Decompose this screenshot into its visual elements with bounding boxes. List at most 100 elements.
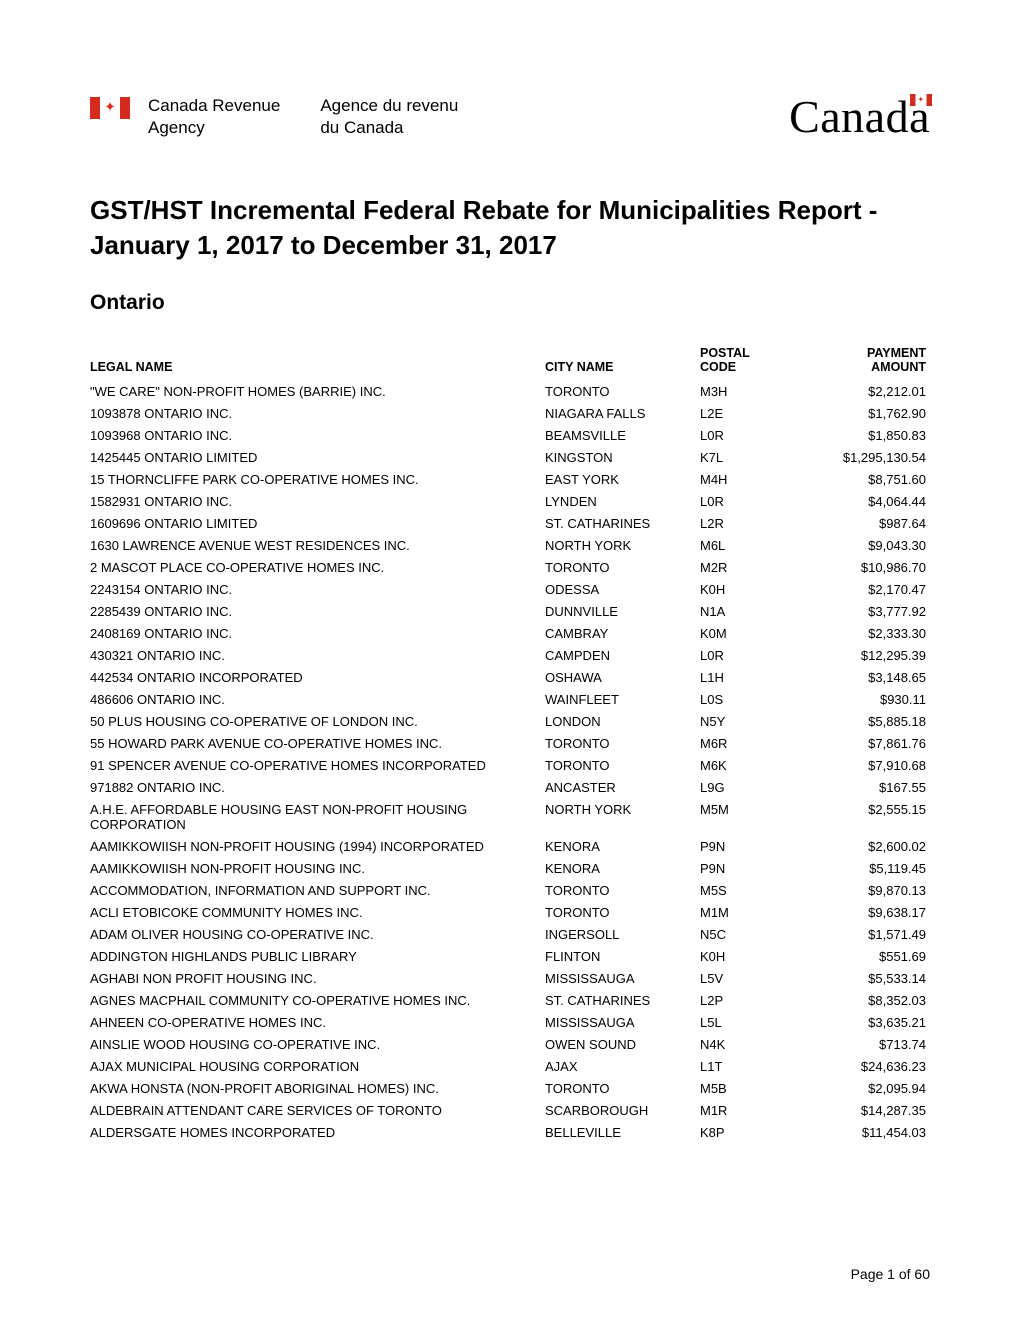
cell-amount: $4,064.44 — [810, 490, 930, 512]
table-row: 1425445 ONTARIO LIMITEDKINGSTONK7L$1,295… — [90, 446, 930, 468]
cell-postal: M4H — [700, 468, 810, 490]
table-row: AINSLIE WOOD HOUSING CO-OPERATIVE INC.OW… — [90, 1033, 930, 1055]
table-row: ACCOMMODATION, INFORMATION AND SUPPORT I… — [90, 879, 930, 901]
col-postal-line2: CODE — [700, 360, 736, 374]
cell-amount: $9,638.17 — [810, 901, 930, 923]
cell-legal-name: 430321 ONTARIO INC. — [90, 644, 545, 666]
cell-legal-name: AKWA HONSTA (NON-PROFIT ABORIGINAL HOMES… — [90, 1077, 545, 1099]
header: Canada Revenue Agency Agence du revenu d… — [90, 90, 930, 143]
table-row: 91 SPENCER AVENUE CO-OPERATIVE HOMES INC… — [90, 754, 930, 776]
table-row: AAMIKKOWIISH NON-PROFIT HOUSING INC.KENO… — [90, 857, 930, 879]
col-amount-line2: AMOUNT — [871, 360, 926, 374]
table-row: 486606 ONTARIO INC.WAINFLEETL0S$930.11 — [90, 688, 930, 710]
cell-city: KENORA — [545, 835, 700, 857]
cell-amount: $14,287.35 — [810, 1099, 930, 1121]
cell-postal: L9G — [700, 776, 810, 798]
cell-city: WAINFLEET — [545, 688, 700, 710]
cell-amount: $8,751.60 — [810, 468, 930, 490]
cell-postal: M5S — [700, 879, 810, 901]
table-row: 2 MASCOT PLACE CO-OPERATIVE HOMES INC.TO… — [90, 556, 930, 578]
cell-amount: $5,885.18 — [810, 710, 930, 732]
cell-postal: M5B — [700, 1077, 810, 1099]
cell-amount: $2,555.15 — [810, 798, 930, 835]
table-row: 2243154 ONTARIO INC.ODESSAK0H$2,170.47 — [90, 578, 930, 600]
agency-en-line1: Canada Revenue — [148, 95, 280, 116]
cell-postal: L0R — [700, 490, 810, 512]
cell-legal-name: ADAM OLIVER HOUSING CO-OPERATIVE INC. — [90, 923, 545, 945]
cell-legal-name: ALDERSGATE HOMES INCORPORATED — [90, 1121, 545, 1143]
table-row: 15 THORNCLIFFE PARK CO-OPERATIVE HOMES I… — [90, 468, 930, 490]
agency-signature: Canada Revenue Agency Agence du revenu d… — [90, 95, 458, 138]
cell-postal: L0R — [700, 424, 810, 446]
canada-wordmark: Canada — [789, 90, 930, 143]
wordmark-text: Canada — [789, 91, 930, 142]
cell-city: NORTH YORK — [545, 534, 700, 556]
table-row: AHNEEN CO-OPERATIVE HOMES INC.MISSISSAUG… — [90, 1011, 930, 1033]
cell-city: NIAGARA FALLS — [545, 402, 700, 424]
table-row: 1093878 ONTARIO INC.NIAGARA FALLSL2E$1,7… — [90, 402, 930, 424]
cell-postal: M6K — [700, 754, 810, 776]
col-legal-name: LEGAL NAME — [90, 343, 545, 380]
cell-city: LONDON — [545, 710, 700, 732]
cell-city: TORONTO — [545, 1077, 700, 1099]
col-amount-line1: PAYMENT — [867, 346, 926, 360]
table-row: AGNES MACPHAIL COMMUNITY CO-OPERATIVE HO… — [90, 989, 930, 1011]
cell-postal: L5L — [700, 1011, 810, 1033]
cell-amount: $24,636.23 — [810, 1055, 930, 1077]
cell-amount: $3,148.65 — [810, 666, 930, 688]
cell-postal: M6L — [700, 534, 810, 556]
cell-city: MISSISSAUGA — [545, 967, 700, 989]
cell-amount: $12,295.39 — [810, 644, 930, 666]
cell-postal: L1H — [700, 666, 810, 688]
col-city-name: CITY NAME — [545, 343, 700, 380]
table-row: 1582931 ONTARIO INC.LYNDENL0R$4,064.44 — [90, 490, 930, 512]
col-postal-line1: POSTAL — [700, 346, 750, 360]
cell-postal: K0M — [700, 622, 810, 644]
cell-city: ST. CATHARINES — [545, 512, 700, 534]
cell-legal-name: 55 HOWARD PARK AVENUE CO-OPERATIVE HOMES… — [90, 732, 545, 754]
cell-postal: M2R — [700, 556, 810, 578]
cell-postal: N1A — [700, 600, 810, 622]
table-row: A.H.E. AFFORDABLE HOUSING EAST NON-PROFI… — [90, 798, 930, 835]
cell-legal-name: 2408169 ONTARIO INC. — [90, 622, 545, 644]
cell-city: TORONTO — [545, 879, 700, 901]
agency-fr-line1: Agence du revenu — [320, 95, 458, 116]
table-row: ADDINGTON HIGHLANDS PUBLIC LIBRARYFLINTO… — [90, 945, 930, 967]
cell-city: OSHAWA — [545, 666, 700, 688]
cell-city: NORTH YORK — [545, 798, 700, 835]
cell-amount: $1,295,130.54 — [810, 446, 930, 468]
cell-amount: $2,600.02 — [810, 835, 930, 857]
table-header-row: LEGAL NAME CITY NAME POSTAL CODE PAYMENT… — [90, 343, 930, 380]
cell-city: TORONTO — [545, 556, 700, 578]
cell-postal: K0H — [700, 578, 810, 600]
table-row: AAMIKKOWIISH NON-PROFIT HOUSING (1994) I… — [90, 835, 930, 857]
cell-postal: K0H — [700, 945, 810, 967]
agency-en-line2: Agency — [148, 117, 280, 138]
rebate-table: LEGAL NAME CITY NAME POSTAL CODE PAYMENT… — [90, 343, 930, 1143]
col-amount: PAYMENT AMOUNT — [810, 343, 930, 380]
cell-city: BEAMSVILLE — [545, 424, 700, 446]
agency-english: Canada Revenue Agency — [148, 95, 280, 138]
cell-city: KINGSTON — [545, 446, 700, 468]
table-row: AGHABI NON PROFIT HOUSING INC.MISSISSAUG… — [90, 967, 930, 989]
cell-amount: $9,870.13 — [810, 879, 930, 901]
cell-legal-name: 2243154 ONTARIO INC. — [90, 578, 545, 600]
cell-city: LYNDEN — [545, 490, 700, 512]
cell-legal-name: 1630 LAWRENCE AVENUE WEST RESIDENCES INC… — [90, 534, 545, 556]
cell-amount: $1,571.49 — [810, 923, 930, 945]
agency-fr-line2: du Canada — [320, 117, 458, 138]
table-row: 50 PLUS HOUSING CO-OPERATIVE OF LONDON I… — [90, 710, 930, 732]
cell-city: TORONTO — [545, 380, 700, 402]
cell-legal-name: AGNES MACPHAIL COMMUNITY CO-OPERATIVE HO… — [90, 989, 545, 1011]
cell-amount: $5,533.14 — [810, 967, 930, 989]
cell-postal: M1M — [700, 901, 810, 923]
cell-amount: $987.64 — [810, 512, 930, 534]
cell-postal: K7L — [700, 446, 810, 468]
cell-legal-name: 50 PLUS HOUSING CO-OPERATIVE OF LONDON I… — [90, 710, 545, 732]
page-footer: Page 1 of 60 — [851, 1266, 930, 1282]
table-row: AKWA HONSTA (NON-PROFIT ABORIGINAL HOMES… — [90, 1077, 930, 1099]
cell-postal: L2E — [700, 402, 810, 424]
cell-postal: N4K — [700, 1033, 810, 1055]
cell-city: TORONTO — [545, 901, 700, 923]
table-row: 442534 ONTARIO INCORPORATEDOSHAWAL1H$3,1… — [90, 666, 930, 688]
